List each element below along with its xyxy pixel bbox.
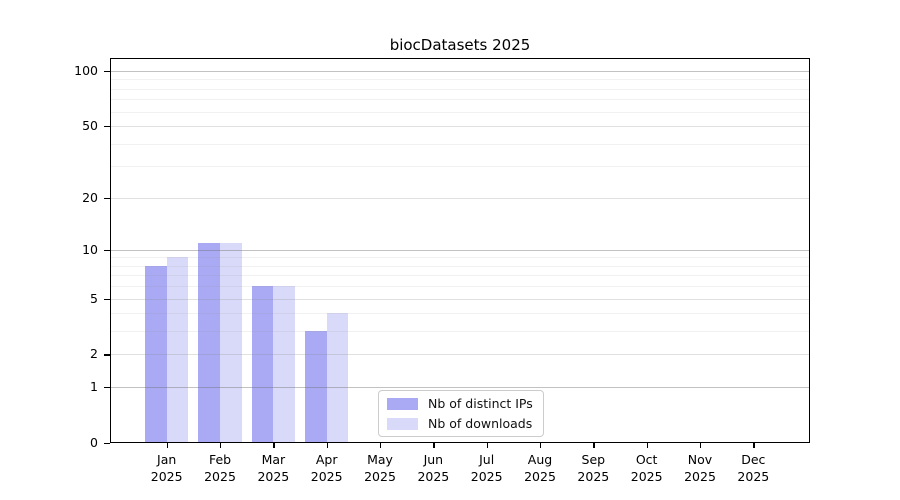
y-tick-mark-1 <box>104 387 110 389</box>
bar-downloads-apr <box>326 313 349 443</box>
x-tick-mark-dec <box>753 443 755 448</box>
y-tick-label-50: 50 <box>82 118 98 134</box>
gridline-y-90 <box>110 79 810 81</box>
x-tick-mark-feb <box>220 443 222 448</box>
bar-distinct-ips-apr <box>304 331 327 443</box>
bar-downloads-mar <box>273 286 296 443</box>
x-tick-mark-sep <box>593 443 595 448</box>
gridline-y-60 <box>110 111 810 113</box>
x-tick-label-feb: Feb 2025 <box>204 452 236 484</box>
gridline-y-2 <box>110 354 810 356</box>
x-tick-mark-oct <box>646 443 648 448</box>
x-tick-mark-nov <box>700 443 702 448</box>
gridline-y-7 <box>110 275 810 277</box>
gridline-y-8 <box>110 265 810 267</box>
gridline-y-3 <box>110 331 810 333</box>
legend-label-downloads: Nb of downloads <box>428 416 533 431</box>
bar-distinct-ips-jan <box>145 265 167 443</box>
y-tick-mark-50 <box>104 126 110 128</box>
gridline-y-80 <box>110 88 810 90</box>
x-tick-label-oct: Oct 2025 <box>630 452 663 484</box>
x-tick-label-may: May 2025 <box>364 452 396 484</box>
x-tick-label-dec: Dec 2025 <box>737 452 770 484</box>
plot-area-border <box>110 58 810 443</box>
x-tick-label-aug: Aug 2025 <box>524 452 556 484</box>
bar-downloads-feb <box>220 242 242 443</box>
x-tick-label-jul: Jul 2025 <box>470 452 503 484</box>
legend-item-distinct-ips: Nb of distinct IPs <box>387 396 535 411</box>
y-tick-label-10: 10 <box>82 241 98 257</box>
y-tick-label-5: 5 <box>90 290 98 306</box>
y-tick-mark-20 <box>104 197 110 199</box>
y-tick-label-2: 2 <box>90 346 98 362</box>
legend-swatch-distinct-ips <box>387 397 418 410</box>
gridline-y-20 <box>110 197 810 199</box>
x-tick-label-jan: Jan 2025 <box>150 452 183 484</box>
x-tick-label-apr: Apr 2025 <box>310 452 343 484</box>
gridline-y-10 <box>110 249 810 251</box>
bar-distinct-ips-mar <box>251 286 274 443</box>
x-tick-mark-may <box>380 443 382 448</box>
x-tick-label-nov: Nov 2025 <box>684 452 716 484</box>
y-tick-label-0: 0 <box>90 435 98 450</box>
y-tick-mark-100 <box>104 70 110 73</box>
x-tick-label-mar: Mar 2025 <box>257 452 290 484</box>
x-tick-mark-aug <box>540 443 542 448</box>
y-tick-label-20: 20 <box>82 189 98 205</box>
bar-downloads-jan <box>166 257 189 443</box>
legend-item-downloads: Nb of downloads <box>387 416 535 431</box>
gridline-y-5 <box>110 298 810 300</box>
gridline-y-70 <box>110 99 810 101</box>
chart-title: biocDatasets 2025 <box>389 36 531 54</box>
y-tick-mark-5 <box>104 298 110 300</box>
gridline-y-1 <box>110 387 810 389</box>
gridline-y-30 <box>110 166 810 168</box>
x-tick-mark-jul <box>486 443 488 448</box>
bar-distinct-ips-feb <box>198 242 221 443</box>
legend-label-distinct-ips: Nb of distinct IPs <box>428 396 533 411</box>
x-tick-label-sep: Sep 2025 <box>577 452 610 484</box>
legend-swatch-downloads <box>387 417 418 430</box>
x-tick-mark-jan <box>166 443 168 448</box>
x-tick-mark-mar <box>273 443 275 448</box>
y-tick-label-1: 1 <box>90 379 98 395</box>
y-tick-mark-2 <box>104 354 110 356</box>
gridline-y-4 <box>110 313 810 315</box>
legend: Nb of distinct IPs Nb of downloads <box>378 390 544 437</box>
y-tick-label-100: 100 <box>74 62 98 78</box>
x-tick-mark-apr <box>326 443 328 448</box>
gridline-y-50 <box>110 126 810 128</box>
y-tick-mark-10 <box>104 249 110 251</box>
gridline-y-9 <box>110 257 810 259</box>
gridline-y-6 <box>110 286 810 288</box>
gridline-y-40 <box>110 143 810 145</box>
y-tick-mark-0 <box>104 443 110 445</box>
x-tick-mark-jun <box>433 443 435 448</box>
x-tick-label-jun: Jun 2025 <box>417 452 450 484</box>
gridline-y-100 <box>110 70 810 72</box>
